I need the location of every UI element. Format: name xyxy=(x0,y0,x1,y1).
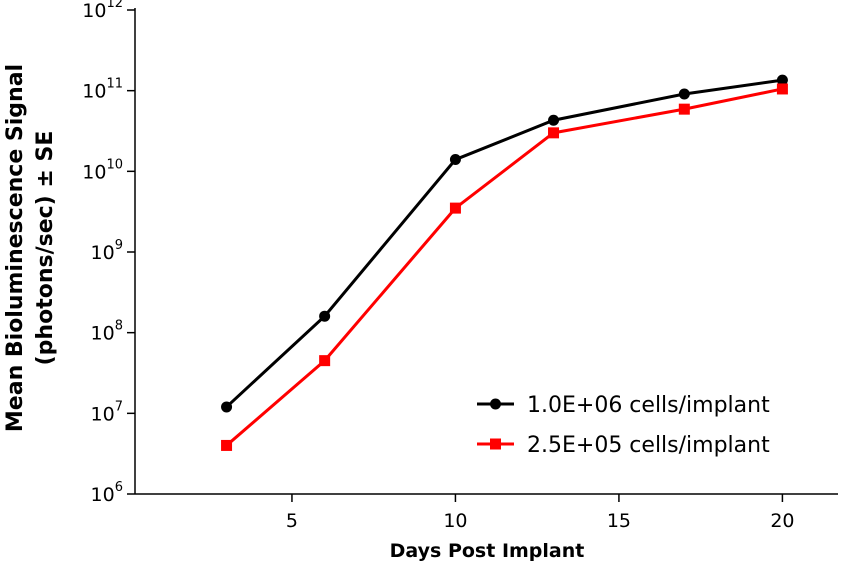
y-tick-base: 10 xyxy=(82,0,106,22)
y-tick-exponent: 6 xyxy=(115,480,123,495)
legend-marker xyxy=(490,438,501,450)
y-tick-exponent: 11 xyxy=(106,77,123,92)
y-tick-label: 1012 xyxy=(82,0,123,22)
y-tick-exponent: 8 xyxy=(115,319,123,334)
data-point xyxy=(776,74,788,86)
data-point xyxy=(221,439,233,451)
y-axis-label-line: Mean Bioluminescence Signal xyxy=(3,64,28,432)
y-tick-base: 10 xyxy=(91,242,115,264)
y-tick-label: 106 xyxy=(91,480,123,506)
legend-label: 1.0E+06 cells/implant xyxy=(527,393,770,418)
data-point xyxy=(449,154,461,166)
y-tick-base: 10 xyxy=(82,161,106,183)
data-point xyxy=(678,103,690,115)
y-tick-label: 108 xyxy=(91,319,123,345)
x-tick-label: 15 xyxy=(607,510,631,532)
legend-label: 2.5E+05 cells/implant xyxy=(527,433,770,458)
y-tick-exponent: 9 xyxy=(115,238,123,253)
x-tick-label: 20 xyxy=(770,510,794,532)
data-point xyxy=(776,83,788,95)
y-tick-label: 107 xyxy=(91,399,123,425)
data-point xyxy=(319,355,331,367)
y-tick-exponent: 7 xyxy=(115,399,123,414)
y-tick-exponent: 10 xyxy=(106,157,123,172)
data-point xyxy=(221,401,233,413)
data-point xyxy=(678,88,690,100)
y-tick-base: 10 xyxy=(91,403,115,425)
data-point xyxy=(548,127,560,139)
legend-marker xyxy=(490,398,501,410)
y-axis-label-line: (photons/sec) ± SE xyxy=(33,131,58,366)
x-tick-label: 5 xyxy=(286,510,298,532)
y-tick-label: 1010 xyxy=(82,157,123,183)
data-point xyxy=(548,114,560,126)
y-tick-label: 1011 xyxy=(82,77,123,103)
y-tick-base: 10 xyxy=(91,484,115,506)
series-line xyxy=(225,78,783,409)
y-axis-label: Mean Bioluminescence Signal (photons/sec… xyxy=(3,64,58,432)
y-tick-base: 10 xyxy=(91,323,115,345)
series-line xyxy=(225,87,783,447)
data-point xyxy=(449,202,461,214)
y-tick-label: 109 xyxy=(91,238,123,264)
x-tick-label: 10 xyxy=(443,510,467,532)
y-tick-base: 10 xyxy=(82,81,106,103)
y-tick-exponent: 12 xyxy=(106,0,123,11)
x-axis-label: Days Post Implant xyxy=(390,540,585,562)
data-point xyxy=(319,310,331,322)
